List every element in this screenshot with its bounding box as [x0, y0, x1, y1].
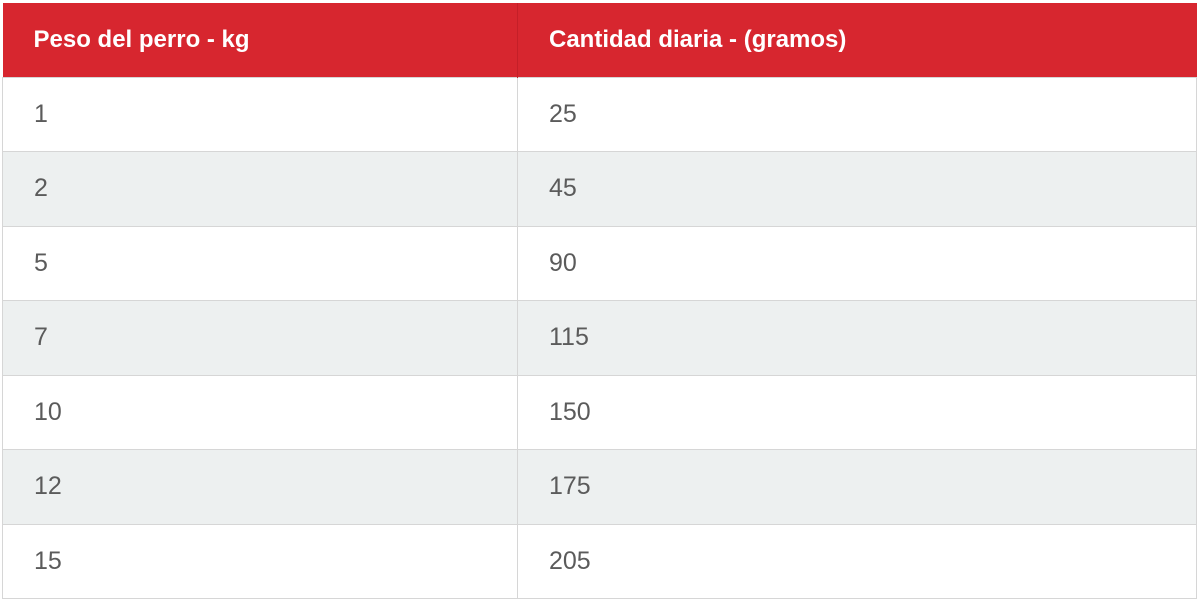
cell-weight: 12: [2, 449, 518, 525]
cell-daily-amount: 45: [517, 151, 1197, 227]
cell-weight: 15: [2, 523, 518, 599]
table-row: 15 205: [2, 523, 1197, 599]
table-row: 5 90: [2, 225, 1197, 301]
cell-weight: 10: [2, 374, 518, 450]
cell-daily-amount: 150: [517, 374, 1197, 450]
table-row: 10 150: [2, 374, 1197, 450]
table-row: 7 115: [2, 300, 1197, 376]
feeding-table-container: Peso del perro - kg Cantidad diaria - (g…: [2, 3, 1197, 599]
feeding-table: Peso del perro - kg Cantidad diaria - (g…: [2, 3, 1197, 599]
table-row: 12 175: [2, 449, 1197, 525]
cell-daily-amount: 115: [517, 300, 1197, 376]
table-header-row: Peso del perro - kg Cantidad diaria - (g…: [2, 3, 1197, 77]
cell-daily-amount: 175: [517, 449, 1197, 525]
column-header-daily-amount: Cantidad diaria - (gramos): [517, 3, 1197, 77]
table-row: 2 45: [2, 151, 1197, 227]
cell-daily-amount: 25: [517, 76, 1197, 152]
cell-weight: 5: [2, 225, 518, 301]
table-row: 1 25: [2, 76, 1197, 152]
cell-daily-amount: 205: [517, 523, 1197, 599]
column-header-weight: Peso del perro - kg: [2, 3, 518, 77]
cell-weight: 1: [2, 76, 518, 152]
cell-daily-amount: 90: [517, 225, 1197, 301]
cell-weight: 2: [2, 151, 518, 227]
cell-weight: 7: [2, 300, 518, 376]
